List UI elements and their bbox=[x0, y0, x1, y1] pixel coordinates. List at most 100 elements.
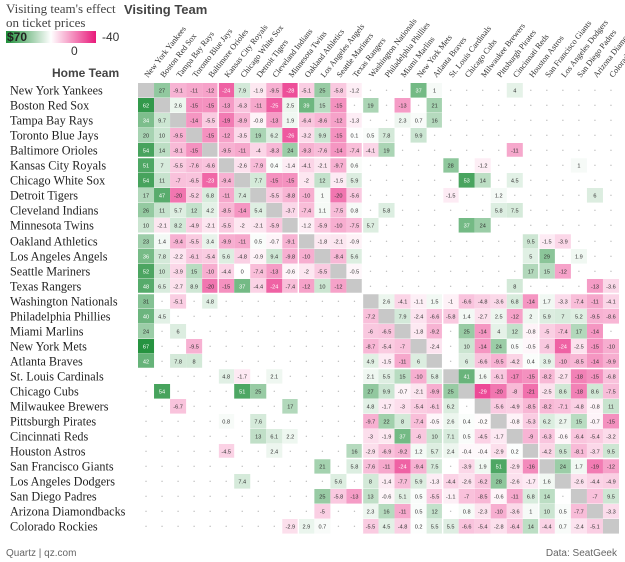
cell-value-label: -26 bbox=[286, 134, 294, 140]
empty-cell-dot bbox=[610, 89, 612, 92]
empty-cell-dot bbox=[401, 285, 404, 287]
empty-cell-dot bbox=[498, 224, 500, 226]
cell-value-label: 36 bbox=[143, 255, 149, 261]
heatmap-cell bbox=[330, 158, 347, 173]
empty-cell-dot bbox=[578, 285, 580, 287]
heatmap-cell bbox=[362, 98, 379, 113]
empty-cell-dot bbox=[161, 300, 163, 302]
heatmap-cell bbox=[186, 339, 203, 354]
heatmap-cell bbox=[346, 188, 363, 203]
empty-cell-dot bbox=[385, 119, 388, 122]
heatmap-cell bbox=[202, 128, 219, 143]
cell-value-label: -4.2 bbox=[510, 360, 520, 366]
heatmap-cell bbox=[154, 249, 171, 264]
diagonal-cell bbox=[538, 459, 555, 474]
cell-value-label: 17 bbox=[287, 405, 293, 411]
cell-value-label: -6.2 bbox=[478, 480, 488, 486]
heatmap-cell bbox=[138, 264, 155, 279]
heatmap-cell bbox=[170, 279, 187, 294]
empty-cell-dot bbox=[465, 104, 468, 107]
heatmap-cell bbox=[138, 279, 155, 294]
empty-cell-dot bbox=[578, 134, 580, 136]
heatmap-cell bbox=[138, 113, 155, 128]
empty-cell-dot bbox=[401, 89, 404, 92]
cell-value-label: 26 bbox=[143, 209, 149, 215]
cell-value-label: -8.6 bbox=[318, 119, 328, 125]
cell-value-label: -5.1 bbox=[590, 525, 600, 531]
cell-value-label: 10 bbox=[159, 134, 165, 140]
empty-cell-dot bbox=[465, 405, 468, 407]
heatmap-cell bbox=[298, 113, 315, 128]
cell-value-label: -6.4 bbox=[302, 119, 312, 125]
cell-value-label: -5.5 bbox=[318, 270, 328, 276]
heatmap-cell bbox=[346, 158, 363, 173]
cell-value-label: 6.8 bbox=[527, 495, 535, 501]
heatmap-cell bbox=[170, 173, 187, 188]
empty-cell-dot bbox=[257, 510, 259, 512]
cell-value-label: 9.9 bbox=[383, 390, 391, 396]
cell-value-label: -4.2 bbox=[542, 450, 552, 456]
cell-value-label: 0.8 bbox=[351, 209, 359, 215]
cell-value-label: 17 bbox=[576, 330, 582, 336]
heatmap-cell bbox=[506, 294, 523, 309]
heatmap-cell bbox=[522, 399, 539, 414]
empty-cell-dot bbox=[514, 240, 516, 242]
cell-value-label: -10 bbox=[334, 224, 342, 230]
cell-value-label: 2.5 bbox=[495, 315, 503, 321]
empty-cell-dot bbox=[193, 510, 195, 512]
heatmap-cell bbox=[570, 519, 587, 534]
diagonal-cell bbox=[362, 294, 379, 309]
cell-value-label: 11 bbox=[159, 179, 165, 185]
cell-value-label: -2.6 bbox=[237, 164, 247, 170]
heatmap-cell bbox=[250, 158, 267, 173]
cell-value-label: 1.4 bbox=[463, 315, 471, 321]
heatmap-cell bbox=[170, 158, 187, 173]
empty-cell-dot bbox=[353, 405, 356, 407]
cell-value-label: 52 bbox=[143, 270, 149, 276]
cell-value-label: -2.1 bbox=[253, 224, 263, 230]
cell-value-label: 1.6 bbox=[543, 480, 551, 486]
empty-cell-dot bbox=[498, 285, 500, 287]
heatmap-cell bbox=[250, 203, 267, 218]
empty-cell-dot bbox=[498, 149, 500, 151]
empty-cell-dot bbox=[225, 465, 227, 467]
heatmap-cell bbox=[314, 128, 331, 143]
empty-cell-dot bbox=[417, 164, 420, 166]
cell-value-label: 6.1 bbox=[270, 435, 278, 441]
cell-value-label: 9.4 bbox=[270, 255, 278, 261]
empty-cell-dot bbox=[337, 465, 340, 467]
heatmap-cell bbox=[282, 158, 299, 173]
empty-cell-dot bbox=[449, 270, 452, 272]
heatmap-cell bbox=[602, 369, 619, 384]
empty-cell-dot bbox=[225, 480, 227, 482]
cell-value-label: 0.7 bbox=[318, 525, 326, 531]
empty-cell-dot bbox=[305, 435, 308, 437]
heatmap-cell bbox=[570, 158, 587, 173]
cell-value-label: -13 bbox=[591, 285, 599, 291]
diagonal-cell bbox=[394, 324, 411, 339]
heatmap-cell bbox=[362, 414, 379, 429]
cell-value-label: -14 bbox=[334, 149, 342, 155]
heatmap-cell bbox=[458, 218, 475, 233]
cell-value-label: -9.4 bbox=[173, 240, 183, 246]
cell-value-label: 2.3 bbox=[367, 510, 375, 516]
cell-value-label: 8 bbox=[401, 420, 404, 426]
cell-value-label: -7.4 bbox=[285, 285, 295, 291]
empty-cell-dot bbox=[177, 465, 179, 467]
cell-value-label: -17 bbox=[511, 375, 519, 381]
cell-value-label: -9.8 bbox=[285, 255, 295, 261]
empty-cell-dot bbox=[594, 164, 596, 166]
cell-value-label: -6.5 bbox=[382, 330, 392, 336]
heatmap-cell bbox=[282, 83, 299, 98]
row-label-arizona-diamondbacks: Arizona Diamondbacks bbox=[10, 504, 126, 518]
heatmap-cell bbox=[378, 444, 395, 459]
heatmap-cell bbox=[394, 294, 411, 309]
cell-value-label: 28 bbox=[448, 164, 454, 170]
cell-value-label: -11 bbox=[190, 89, 198, 95]
heatmap-cell bbox=[554, 519, 571, 534]
empty-cell-dot bbox=[241, 465, 243, 467]
empty-cell-dot bbox=[530, 134, 532, 136]
empty-cell-dot bbox=[321, 315, 324, 317]
heatmap-cell bbox=[218, 444, 235, 459]
empty-cell-dot bbox=[257, 345, 259, 347]
